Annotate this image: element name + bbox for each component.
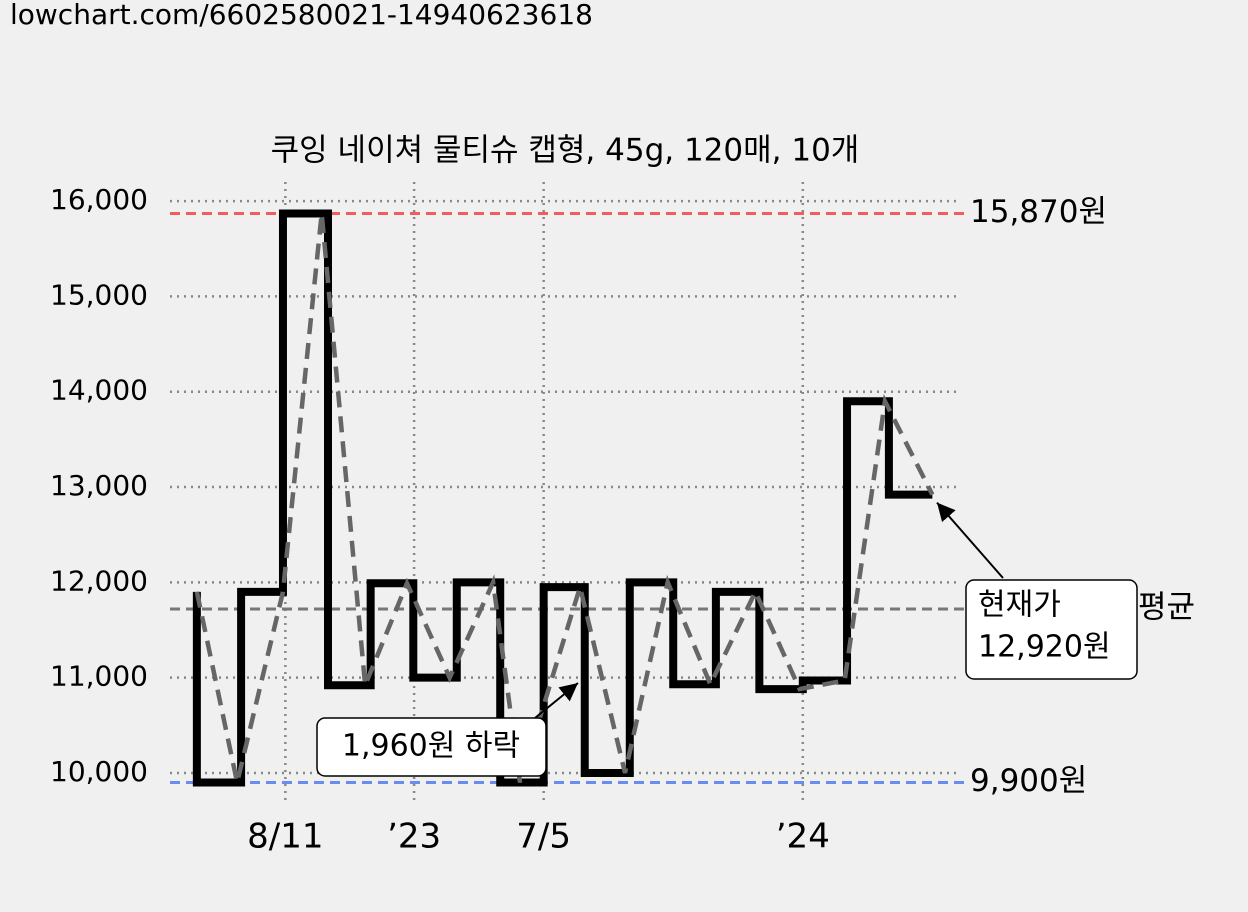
annotation-value: 12,920원: [978, 630, 1111, 665]
annotation-text: 현재가: [978, 588, 1061, 623]
annotation-box: [316, 717, 547, 777]
x-tick-label: 7/5: [516, 817, 571, 857]
chart-title: 쿠잉 네이쳐 물티슈 캡형, 45g, 120매, 10개: [271, 133, 860, 169]
reference-label: 평균: [1138, 590, 1195, 626]
y-tick-label: 16,000: [50, 183, 148, 216]
y-tick-label: 10,000: [50, 755, 148, 788]
annotation-box: [965, 579, 1138, 680]
reference-label: 9,900원: [970, 763, 1087, 799]
x-tick-label: 8/11: [247, 817, 323, 857]
x-tick-label: ’23: [387, 817, 441, 857]
trend-dashed-line: [194, 213, 935, 784]
annotation-text: 1,960원 하락: [342, 729, 520, 764]
y-tick-label: 11,000: [50, 660, 148, 693]
reference-label: 15,870원: [970, 194, 1107, 230]
annotation-arrow: [936, 501, 1004, 579]
y-tick-label: 15,000: [50, 278, 148, 311]
y-tick-label: 14,000: [50, 374, 148, 407]
y-tick-label: 13,000: [50, 469, 148, 502]
y-tick-label: 12,000: [50, 564, 148, 597]
annotation-arrow: [534, 682, 579, 719]
x-tick-label: ’24: [776, 817, 830, 857]
url: lowchart.com/6602580021-14940623618: [10, 0, 593, 31]
